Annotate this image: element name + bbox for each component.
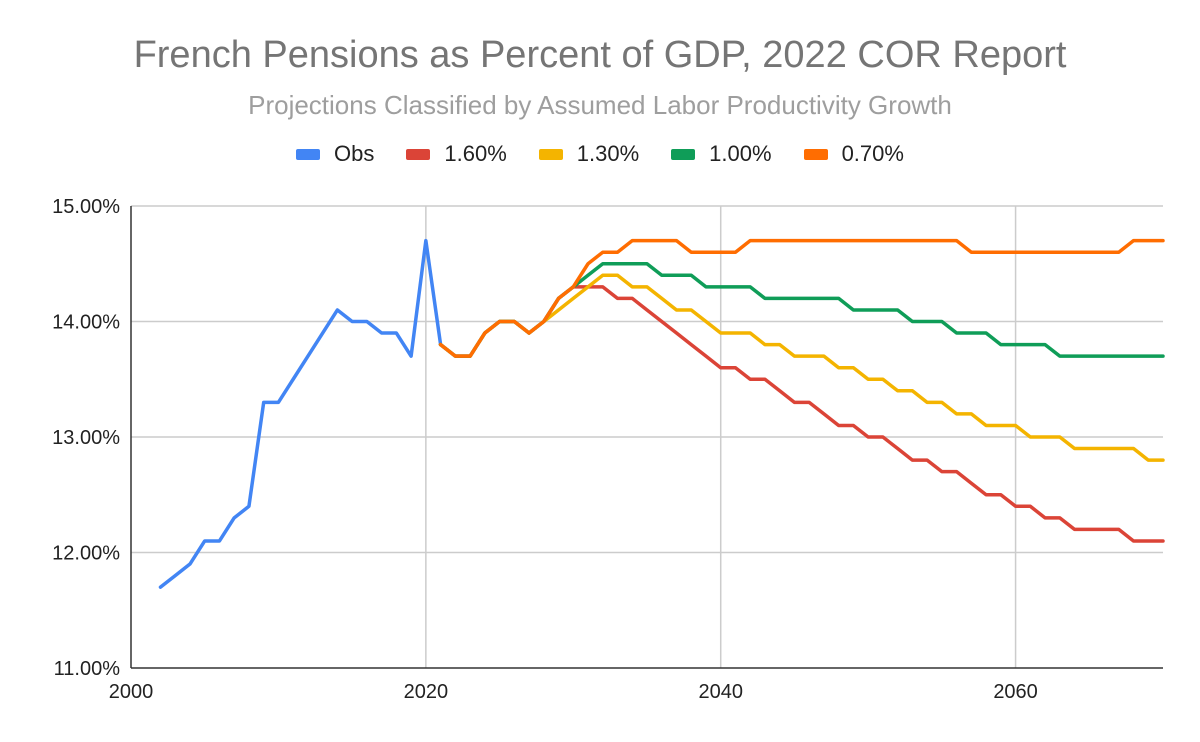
- x-tick-label: 2000: [109, 681, 154, 703]
- legend-swatch: [296, 148, 321, 160]
- axes: [130, 206, 1163, 669]
- y-tick-label: 12.00%: [52, 543, 120, 565]
- legend-label: 1.30%: [576, 141, 640, 166]
- series-line-1-00-: [438, 262, 1165, 358]
- x-tick-label: 2060: [993, 681, 1038, 703]
- legend-item: 1.60%: [406, 141, 507, 167]
- series-layer: [158, 238, 1165, 589]
- legend-item: Obs: [296, 141, 374, 167]
- legend-item: 1.00%: [671, 141, 772, 167]
- y-tick-label: 14.00%: [52, 312, 120, 334]
- y-tick-label: 11.00%: [54, 658, 121, 680]
- legend-label: 1.60%: [444, 141, 507, 166]
- grid-lines: [131, 205, 1163, 668]
- legend-swatch: [538, 148, 563, 160]
- series-line-0-70-: [438, 238, 1165, 358]
- legend-label: 0.70%: [841, 141, 904, 166]
- legend-label: Obs: [334, 141, 375, 166]
- y-tick-label: 13.00%: [52, 427, 120, 449]
- y-tick-label: 15.00%: [52, 196, 120, 218]
- series-line-obs: [158, 238, 443, 589]
- legend-swatch: [406, 148, 431, 160]
- legend-swatch: [671, 148, 696, 160]
- x-tick-label: 2020: [404, 681, 449, 703]
- chart-subtitle: Projections Classified by Assumed Labor …: [248, 90, 952, 120]
- series-line-1-30-: [438, 273, 1165, 462]
- legend-label: 1.00%: [709, 141, 772, 166]
- legend-item: 0.70%: [803, 141, 904, 167]
- series-line-1-60-: [438, 285, 1165, 543]
- legend-swatch: [803, 148, 828, 160]
- x-tick-label: 2040: [698, 681, 743, 703]
- legend-item: 1.30%: [538, 141, 640, 167]
- chart-legend: Obs 1.60% 1.30% 1.00% 0.70%: [0, 141, 1200, 167]
- tick-labels: 11.00% 12.00% 13.00% 14.00% 15.00% 2000 2020 20…: [52, 196, 1038, 703]
- chart-title: French Pensions as Percent of GDP, 2022 …: [133, 34, 1067, 76]
